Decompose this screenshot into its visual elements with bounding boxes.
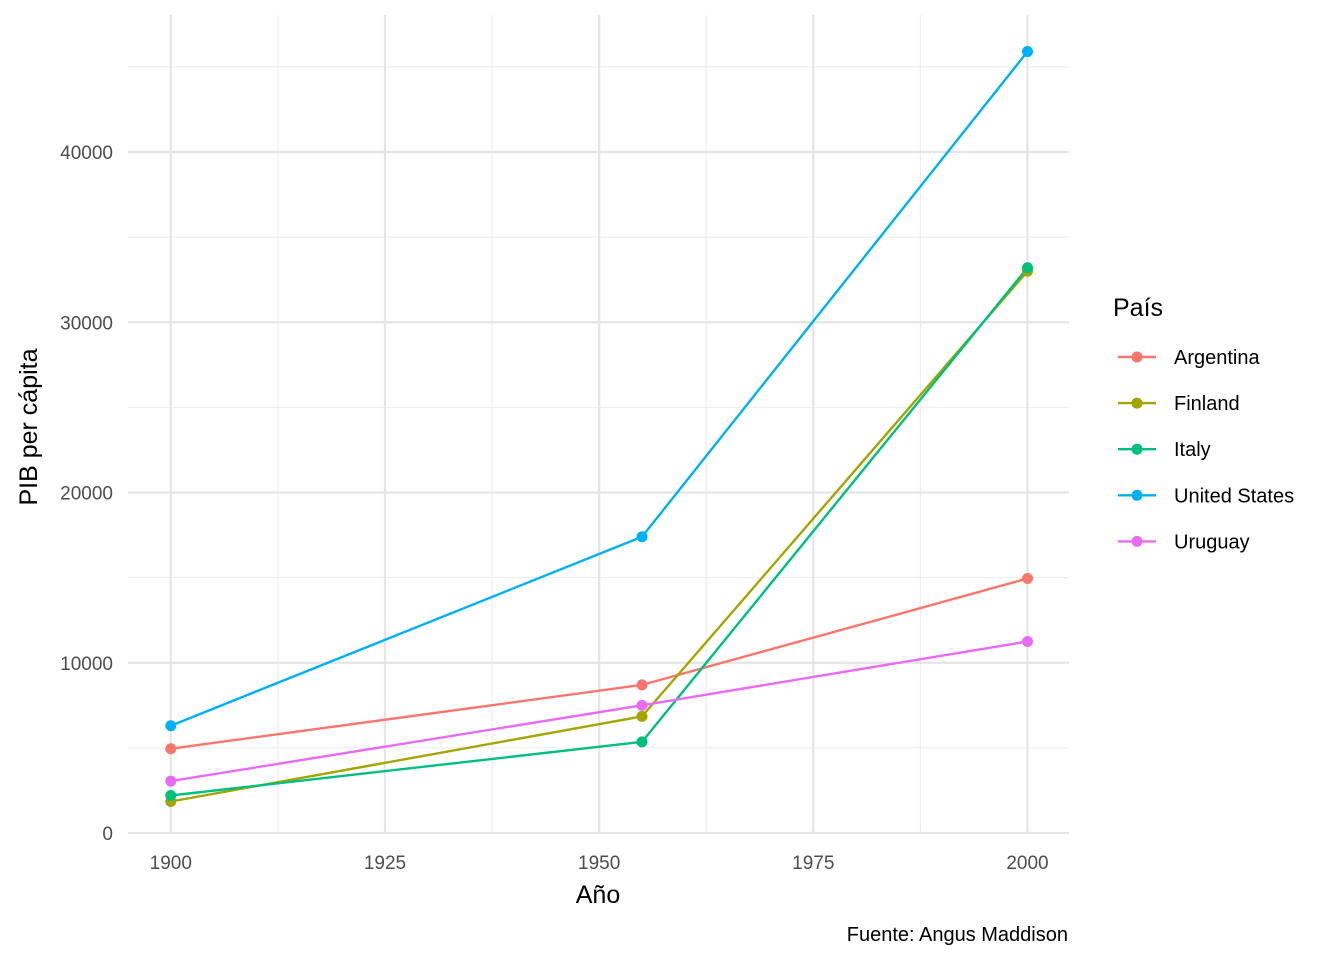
chart-caption: Fuente: Angus Maddison — [847, 924, 1068, 946]
legend-key-point-uruguay — [1131, 535, 1143, 547]
data-point-uruguay — [636, 699, 648, 711]
x-tick-label: 1950 — [578, 853, 620, 874]
series-points — [165, 46, 1033, 808]
legend-label-italy: Italy — [1174, 439, 1211, 461]
data-point-united-states — [1022, 46, 1033, 58]
legend-title: País — [1113, 294, 1163, 322]
legend-label-united-states: United States — [1174, 485, 1294, 507]
data-point-italy — [636, 736, 648, 748]
legend-key-point-italy — [1131, 443, 1143, 455]
legend-label-uruguay: Uruguay — [1174, 531, 1250, 553]
data-point-uruguay — [165, 775, 177, 787]
y-tick-label: 40000 — [60, 143, 113, 164]
data-point-uruguay — [1022, 635, 1033, 647]
legend-key-point-united-states — [1131, 489, 1143, 501]
data-point-italy — [165, 790, 177, 802]
legend-label-finland: Finland — [1174, 393, 1240, 415]
data-point-argentina — [636, 679, 648, 691]
y-tick-label: 10000 — [60, 654, 113, 675]
legend-key-point-finland — [1131, 397, 1143, 409]
data-point-argentina — [1022, 572, 1033, 584]
data-point-united-states — [636, 531, 648, 543]
y-tick-label: 30000 — [60, 313, 113, 334]
x-tick-label: 2000 — [1006, 853, 1048, 874]
y-axis-title: PIB per cápita — [15, 348, 43, 505]
grid — [128, 15, 1069, 835]
legend: País Argentina Finland Italy United States U… — [1113, 294, 1294, 553]
x-tick-label: 1925 — [364, 853, 406, 874]
x-axis-title: Año — [576, 881, 620, 909]
legend-key-point-argentina — [1131, 351, 1143, 363]
y-tick-label: 0 — [102, 824, 113, 845]
data-point-argentina — [165, 743, 177, 755]
legend-items: Argentina Finland Italy United States Urugua… — [1118, 347, 1294, 553]
x-tick-label: 1900 — [150, 853, 192, 874]
data-point-italy — [1022, 262, 1033, 274]
data-point-finland — [636, 710, 648, 722]
x-tick-label: 1975 — [792, 853, 834, 874]
y-tick-label: 20000 — [60, 484, 113, 505]
tick-labels: 1900 1925 1950 1975 200001000020000300004000… — [60, 143, 1048, 874]
legend-label-argentina: Argentina — [1174, 347, 1260, 369]
data-point-united-states — [165, 720, 177, 732]
